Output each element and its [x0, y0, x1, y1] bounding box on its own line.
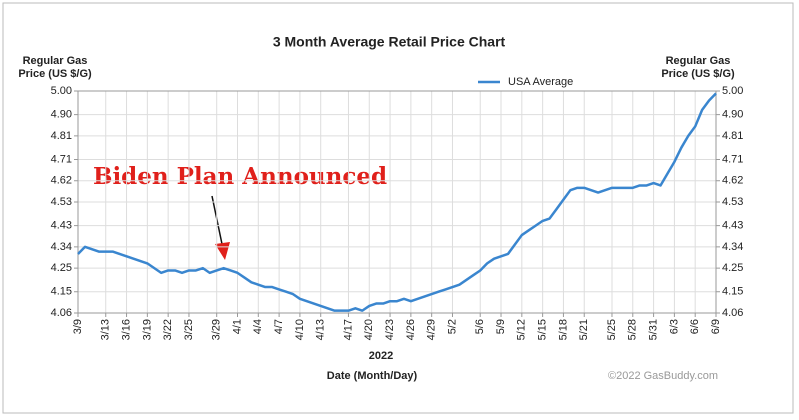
y2-tick-label: 4.06	[722, 307, 743, 319]
frame	[2, 2, 794, 414]
y2-tick-label: 4.53	[722, 196, 743, 208]
x-tick-label: 4/13	[315, 319, 327, 340]
series-line	[77, 92, 717, 312]
watermark: ©2022 GasBuddy.com	[608, 370, 718, 382]
x-tick-label: 4/4	[252, 319, 264, 334]
x-tick-label: 6/3	[668, 319, 680, 334]
y-tick-label: 4.06	[51, 307, 72, 319]
x-tick-label: 5/18	[557, 319, 569, 340]
y2-tick-label: 4.62	[722, 175, 743, 187]
y2-tick-label: 4.15	[722, 286, 743, 298]
x-tick-label: 3/29	[211, 319, 223, 340]
y-tick-label: 4.90	[51, 109, 72, 121]
y-axis-label: Price (US $/G)	[18, 68, 92, 80]
y-tick-label: 4.15	[51, 286, 72, 298]
x-tick-label: 3/22	[162, 319, 174, 340]
y2-tick-label: 4.81	[722, 130, 743, 142]
y-tick-label: 4.25	[51, 262, 72, 274]
x-tick-label: 5/6	[474, 319, 486, 334]
x-tick-label: 6/9	[710, 319, 722, 334]
y2-axis-label: Regular Gas	[666, 55, 731, 67]
legend-label: USA Average	[508, 76, 573, 88]
x-tick-label: 3/25	[183, 319, 195, 340]
annotation: Biden Plan Announced	[93, 163, 387, 190]
y2-tick-label: 4.71	[722, 153, 743, 165]
x-tick-label: 6/6	[689, 319, 701, 334]
y-tick-label: 4.43	[51, 220, 72, 232]
x-tick-label: 5/25	[606, 319, 618, 340]
y-axis-label: Regular Gas	[23, 55, 88, 67]
y2-tick-label: 4.43	[722, 220, 743, 232]
x-tick-label: 5/12	[516, 319, 528, 340]
x-tick-label: 4/23	[384, 319, 396, 340]
x-tick-label: 4/1	[231, 319, 243, 334]
x-tick-label: 4/17	[342, 319, 354, 340]
y2-axis-label: Price (US $/G)	[661, 68, 735, 80]
x-tick-label: 3/19	[141, 319, 153, 340]
x-tick-label: 5/31	[647, 319, 659, 340]
chart-title: 3 Month Average Retail Price Chart	[273, 34, 506, 50]
x-tick-label: 5/15	[537, 319, 549, 340]
y2-tick-label: 4.90	[722, 109, 743, 121]
y2-tick-label: 4.25	[722, 262, 743, 274]
x-tick-label: 3/16	[120, 319, 132, 340]
x-axis-label: Date (Month/Day)	[327, 370, 418, 382]
x-tick-label: 4/26	[405, 319, 417, 340]
y-tick-label: 5.00	[51, 85, 72, 97]
x-tick-label: 5/2	[446, 319, 458, 334]
x-tick-label: 3/13	[100, 319, 112, 340]
x-tick-label: 4/7	[273, 319, 285, 334]
y2-tick-label: 4.34	[722, 241, 743, 253]
y-tick-label: 4.71	[51, 153, 72, 165]
x-tick-label: 4/10	[294, 319, 306, 340]
x-tick-label: 5/21	[578, 319, 590, 340]
x-tick-label: 4/29	[426, 319, 438, 340]
y-tick-label: 4.81	[51, 130, 72, 142]
y-tick-label: 4.62	[51, 175, 72, 187]
x-tick-label: 5/9	[495, 319, 507, 334]
plot-area	[77, 90, 717, 314]
y-tick-label: 4.34	[51, 241, 72, 253]
y2-tick-label: 5.00	[722, 85, 743, 97]
y-tick-label: 4.53	[51, 196, 72, 208]
x-tick-label: 5/28	[627, 319, 639, 340]
x-group-label: 2022	[369, 350, 393, 362]
x-tick-label: 3/9	[72, 319, 84, 334]
x-tick-label: 4/20	[363, 319, 375, 340]
